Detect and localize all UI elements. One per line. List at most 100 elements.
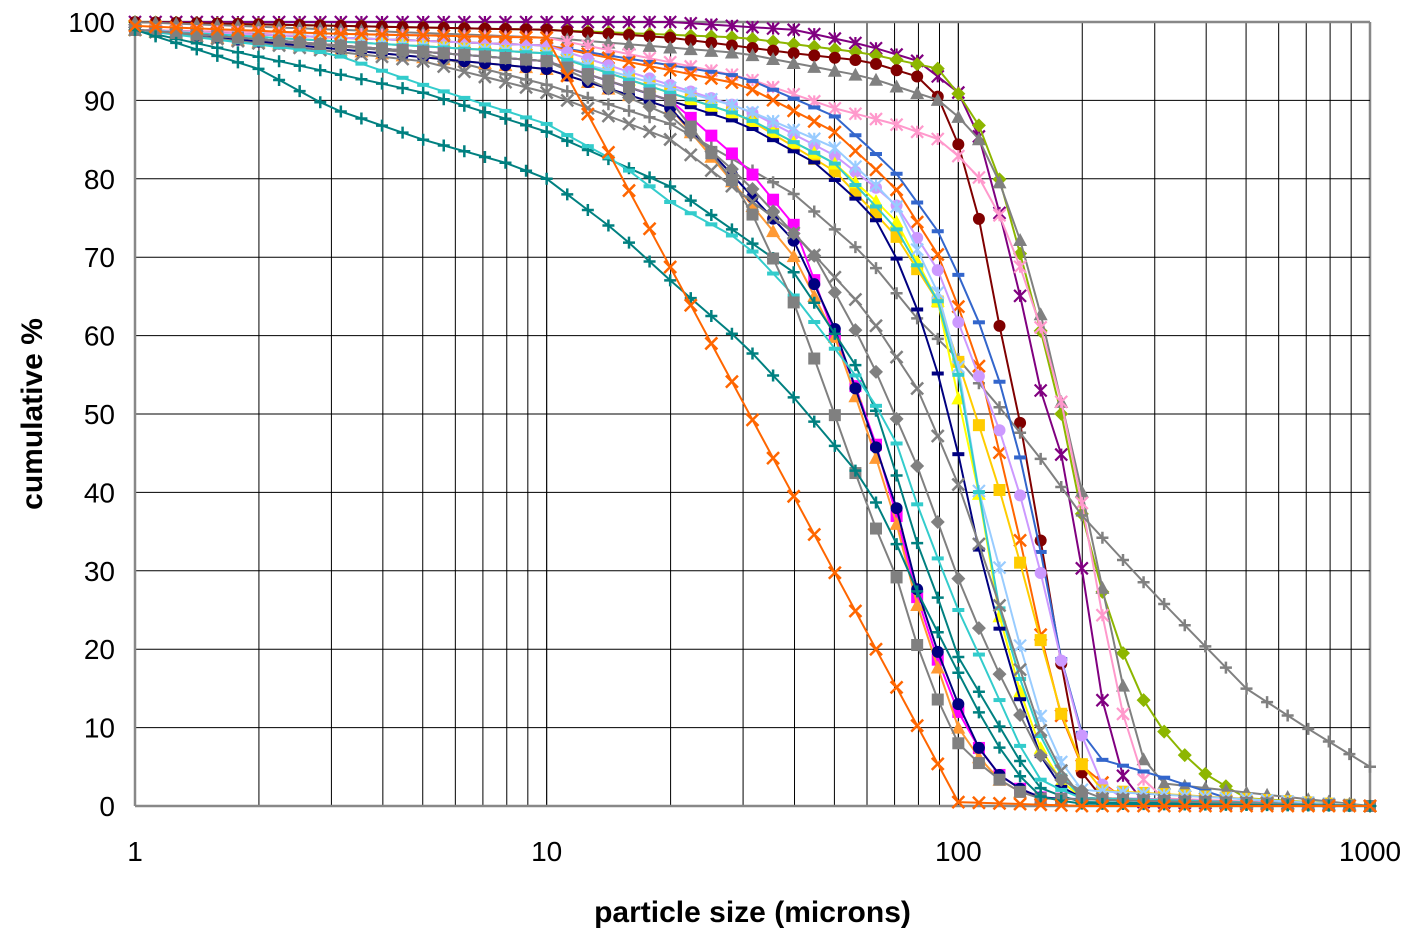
- data-point: [499, 23, 512, 36]
- data-point: [849, 241, 862, 254]
- data-point: [705, 147, 718, 160]
- data-point: [992, 560, 1007, 575]
- data-point: [971, 621, 986, 636]
- data-point: [458, 99, 471, 112]
- data-point: [499, 112, 512, 125]
- data-point: [436, 59, 451, 74]
- data-point: [623, 236, 635, 249]
- data-point: [870, 152, 882, 157]
- data-point: [951, 795, 966, 809]
- data-point: [786, 23, 801, 37]
- data-point: [561, 85, 574, 98]
- data-point: [746, 208, 759, 221]
- data-point: [972, 685, 985, 698]
- data-point: [396, 44, 409, 57]
- data-point: [725, 173, 738, 186]
- data-point: [539, 85, 554, 100]
- data-point: [972, 212, 985, 225]
- data-point: [1075, 729, 1088, 742]
- data-point: [1013, 684, 1028, 698]
- data-point: [540, 125, 553, 138]
- y-tick-label: 80: [84, 164, 115, 195]
- data-point: [952, 698, 965, 711]
- x-tick-label: 10: [531, 836, 562, 867]
- data-point: [807, 248, 822, 262]
- data-point: [787, 218, 800, 231]
- data-point: [931, 229, 944, 234]
- data-point: [1055, 707, 1068, 720]
- data-point: [807, 132, 822, 146]
- data-point: [787, 293, 800, 298]
- data-point: [417, 45, 430, 58]
- data-point: [931, 591, 944, 604]
- data-point: [623, 77, 635, 82]
- data-point: [828, 114, 841, 119]
- data-point: [1158, 598, 1171, 611]
- data-point: [1075, 496, 1089, 510]
- y-tick-label: 20: [84, 634, 115, 665]
- data-point: [972, 419, 985, 432]
- data-point: [972, 652, 985, 657]
- data-point: [746, 42, 759, 55]
- data-point: [745, 105, 760, 120]
- data-point: [417, 82, 430, 87]
- data-point: [1364, 760, 1376, 773]
- data-point: [849, 382, 862, 395]
- data-point: [602, 98, 615, 111]
- data-point: [848, 159, 863, 174]
- data-point: [786, 103, 801, 118]
- data-point: [767, 252, 780, 265]
- data-point: [745, 412, 760, 427]
- data-point: [190, 28, 203, 41]
- data-point: [664, 63, 677, 68]
- data-point: [1014, 416, 1027, 429]
- data-point: [355, 41, 368, 54]
- data-point: [746, 347, 759, 360]
- data-point: [870, 204, 882, 209]
- data-point: [704, 92, 719, 107]
- data-point: [478, 29, 492, 44]
- data-point: [355, 112, 368, 125]
- data-point: [787, 296, 800, 309]
- data-point: [498, 75, 513, 90]
- data-point: [1157, 724, 1172, 739]
- data-point: [787, 266, 800, 279]
- data-point: [972, 741, 985, 754]
- data-point: [910, 57, 925, 72]
- data-point: [520, 119, 533, 132]
- data-point: [602, 74, 615, 87]
- data-point: [128, 19, 142, 33]
- data-point: [1096, 797, 1109, 810]
- data-point: [1013, 797, 1027, 811]
- data-point: [931, 556, 944, 561]
- data-point: [1014, 556, 1027, 569]
- data-point: [890, 571, 903, 584]
- data-point: [602, 155, 615, 160]
- data-point: [911, 200, 924, 205]
- data-point: [293, 59, 306, 72]
- data-point: [1013, 638, 1027, 653]
- data-point: [1075, 509, 1088, 522]
- data-point: [540, 55, 553, 68]
- series-6: [129, 23, 1376, 773]
- data-point: [848, 106, 863, 121]
- data-point: [189, 21, 204, 36]
- data-point: [417, 133, 430, 146]
- data-point: [849, 464, 862, 477]
- y-tick-label: 0: [99, 791, 115, 822]
- data-point: [725, 118, 738, 123]
- data-point: [416, 28, 431, 43]
- data-point: [787, 140, 800, 145]
- data-point: [643, 87, 656, 100]
- data-point: [786, 37, 801, 52]
- data-point: [931, 626, 944, 639]
- data-point: [1013, 232, 1028, 246]
- data-point: [602, 53, 615, 58]
- data-point: [1055, 654, 1068, 667]
- data-point: [1034, 634, 1047, 647]
- data-point: [1034, 734, 1047, 739]
- data-point: [766, 34, 781, 49]
- y-tick-label: 40: [84, 477, 115, 508]
